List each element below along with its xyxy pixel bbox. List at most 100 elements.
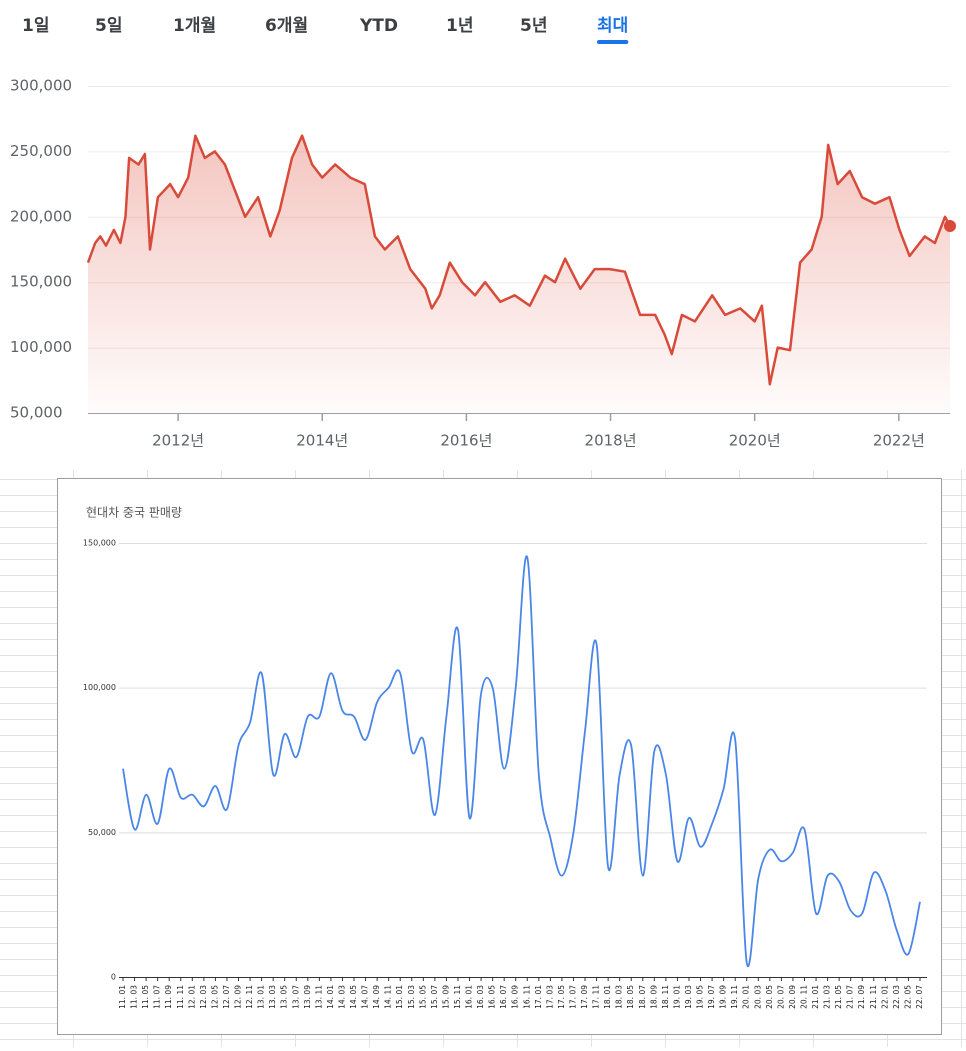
x-tick-label: 20. 07 <box>776 985 785 1009</box>
x-tick-label: 12. 01 <box>187 985 196 1009</box>
x-tick-label: 15. 11 <box>453 985 462 1009</box>
price-area <box>88 135 950 413</box>
y-tick-label: 300,000 <box>10 77 72 95</box>
x-tick-label: 17. 01 <box>534 985 543 1009</box>
x-tick-label: 14. 07 <box>361 985 370 1009</box>
x-tick-label: 2018년 <box>585 432 637 450</box>
x-tick-label: 2020년 <box>729 432 781 450</box>
x-tick-label: 20. 09 <box>788 985 797 1009</box>
x-tick-label: 17. 11 <box>592 985 601 1009</box>
x-tick-label: 21. 01 <box>811 985 820 1009</box>
x-tick-label: 14. 03 <box>337 985 346 1009</box>
x-tick-label: 20. 03 <box>753 985 762 1009</box>
x-tick-label: 2014년 <box>296 432 348 450</box>
x-tick-label: 19. 09 <box>719 985 728 1009</box>
last-point <box>944 219 956 232</box>
x-tick-label: 17. 09 <box>580 985 589 1009</box>
range-tab[interactable]: 1일 <box>22 16 49 36</box>
range-tab[interactable]: 5년 <box>520 16 547 36</box>
x-tick-label: 22. 07 <box>915 985 924 1009</box>
range-tab[interactable]: 1개월 <box>173 16 216 36</box>
x-tick-label: 18. 07 <box>638 985 647 1009</box>
x-tick-label: 17. 05 <box>557 985 566 1009</box>
x-tick-label: 16. 03 <box>476 985 485 1009</box>
x-tick-label: 18. 09 <box>649 985 658 1009</box>
x-tick-label: 17. 03 <box>545 985 554 1009</box>
y-tick-label: 250,000 <box>10 142 72 160</box>
x-tick-label: 14. 01 <box>326 985 335 1009</box>
x-tick-label: 11. 03 <box>130 985 139 1009</box>
chart-title: 현대차 중국 판매량 <box>86 506 182 520</box>
range-tab[interactable]: 6개월 <box>265 16 308 36</box>
x-tick-label: 15. 09 <box>441 985 450 1009</box>
x-tick-label: 18. 05 <box>626 985 635 1009</box>
y-tick-label: 150,000 <box>10 273 72 291</box>
x-tick-label: 21. 05 <box>834 985 843 1009</box>
y-tick-label: 50,000 <box>10 404 63 422</box>
x-tick-label: 14. 11 <box>384 985 393 1009</box>
sales-line <box>122 555 921 967</box>
x-tick-label: 12. 09 <box>234 985 243 1009</box>
y-tick-label: 150,000 <box>83 539 116 548</box>
x-tick-label: 18. 11 <box>661 985 670 1009</box>
x-tick-label: 19. 03 <box>684 985 693 1009</box>
x-tick-label: 18. 01 <box>603 985 612 1009</box>
x-tick-label: 21. 03 <box>823 985 832 1009</box>
x-tick-label: 15. 05 <box>418 985 427 1009</box>
x-tick-label: 12. 03 <box>199 985 208 1009</box>
x-tick-label: 16. 09 <box>511 985 520 1009</box>
price-line <box>86 134 952 386</box>
x-tick-label: 2016년 <box>440 432 492 450</box>
x-tick-label: 13. 05 <box>280 985 289 1009</box>
tab-underline <box>597 40 629 44</box>
x-tick-label: 20. 11 <box>799 985 808 1009</box>
embedded-chart-frame <box>57 478 942 1035</box>
range-tab[interactable]: 1년 <box>446 16 473 36</box>
x-tick-label: 22. 03 <box>892 985 901 1009</box>
y-tick-label: 200,000 <box>10 207 72 225</box>
x-tick-label: 12. 07 <box>222 985 231 1009</box>
x-tick-label: 11. 09 <box>164 985 173 1009</box>
x-tick-label: 13. 11 <box>314 985 323 1009</box>
x-tick-label: 12. 05 <box>210 985 219 1009</box>
x-tick-label: 16. 11 <box>522 985 531 1009</box>
x-tick-label: 13. 07 <box>291 985 300 1009</box>
x-tick-label: 14. 05 <box>349 985 358 1009</box>
x-tick-label: 20. 01 <box>742 985 751 1009</box>
x-tick-label: 11. 05 <box>141 985 150 1009</box>
range-tab[interactable]: YTD <box>359 16 398 36</box>
x-tick-label: 19. 05 <box>696 985 705 1009</box>
x-tick-label: 2012년 <box>152 432 204 450</box>
x-tick-label: 22. 05 <box>903 985 912 1009</box>
x-tick-label: 15. 01 <box>395 985 404 1009</box>
x-tick-label: 19. 01 <box>672 985 681 1009</box>
x-tick-label: 2022년 <box>873 432 925 450</box>
x-tick-label: 22. 01 <box>880 985 889 1009</box>
x-tick-label: 16. 07 <box>499 985 508 1009</box>
x-tick-label: 12. 11 <box>245 985 254 1009</box>
x-tick-label: 20. 05 <box>765 985 774 1009</box>
range-tab[interactable]: 최대 <box>597 16 628 36</box>
y-tick-label: 100,000 <box>83 683 116 692</box>
y-tick-label: 50,000 <box>88 828 116 837</box>
x-tick-label: 17. 07 <box>568 985 577 1009</box>
x-tick-label: 19. 11 <box>730 985 739 1009</box>
range-tab[interactable]: 5일 <box>95 16 122 36</box>
x-tick-label: 11. 07 <box>153 985 162 1009</box>
x-tick-label: 15. 07 <box>430 985 439 1009</box>
x-tick-label: 13. 09 <box>303 985 312 1009</box>
x-tick-label: 13. 01 <box>257 985 266 1009</box>
x-tick-label: 21. 07 <box>846 985 855 1009</box>
y-tick-label: 0 <box>111 973 116 982</box>
x-tick-label: 16. 01 <box>465 985 474 1009</box>
x-tick-label: 21. 09 <box>857 985 866 1009</box>
x-tick-label: 21. 11 <box>869 985 878 1009</box>
x-tick-label: 15. 03 <box>407 985 416 1009</box>
x-tick-label: 13. 03 <box>268 985 277 1009</box>
x-tick-label: 16. 05 <box>488 985 497 1009</box>
x-tick-label: 18. 03 <box>615 985 624 1009</box>
y-tick-label: 100,000 <box>10 338 72 356</box>
x-tick-label: 14. 09 <box>372 985 381 1009</box>
